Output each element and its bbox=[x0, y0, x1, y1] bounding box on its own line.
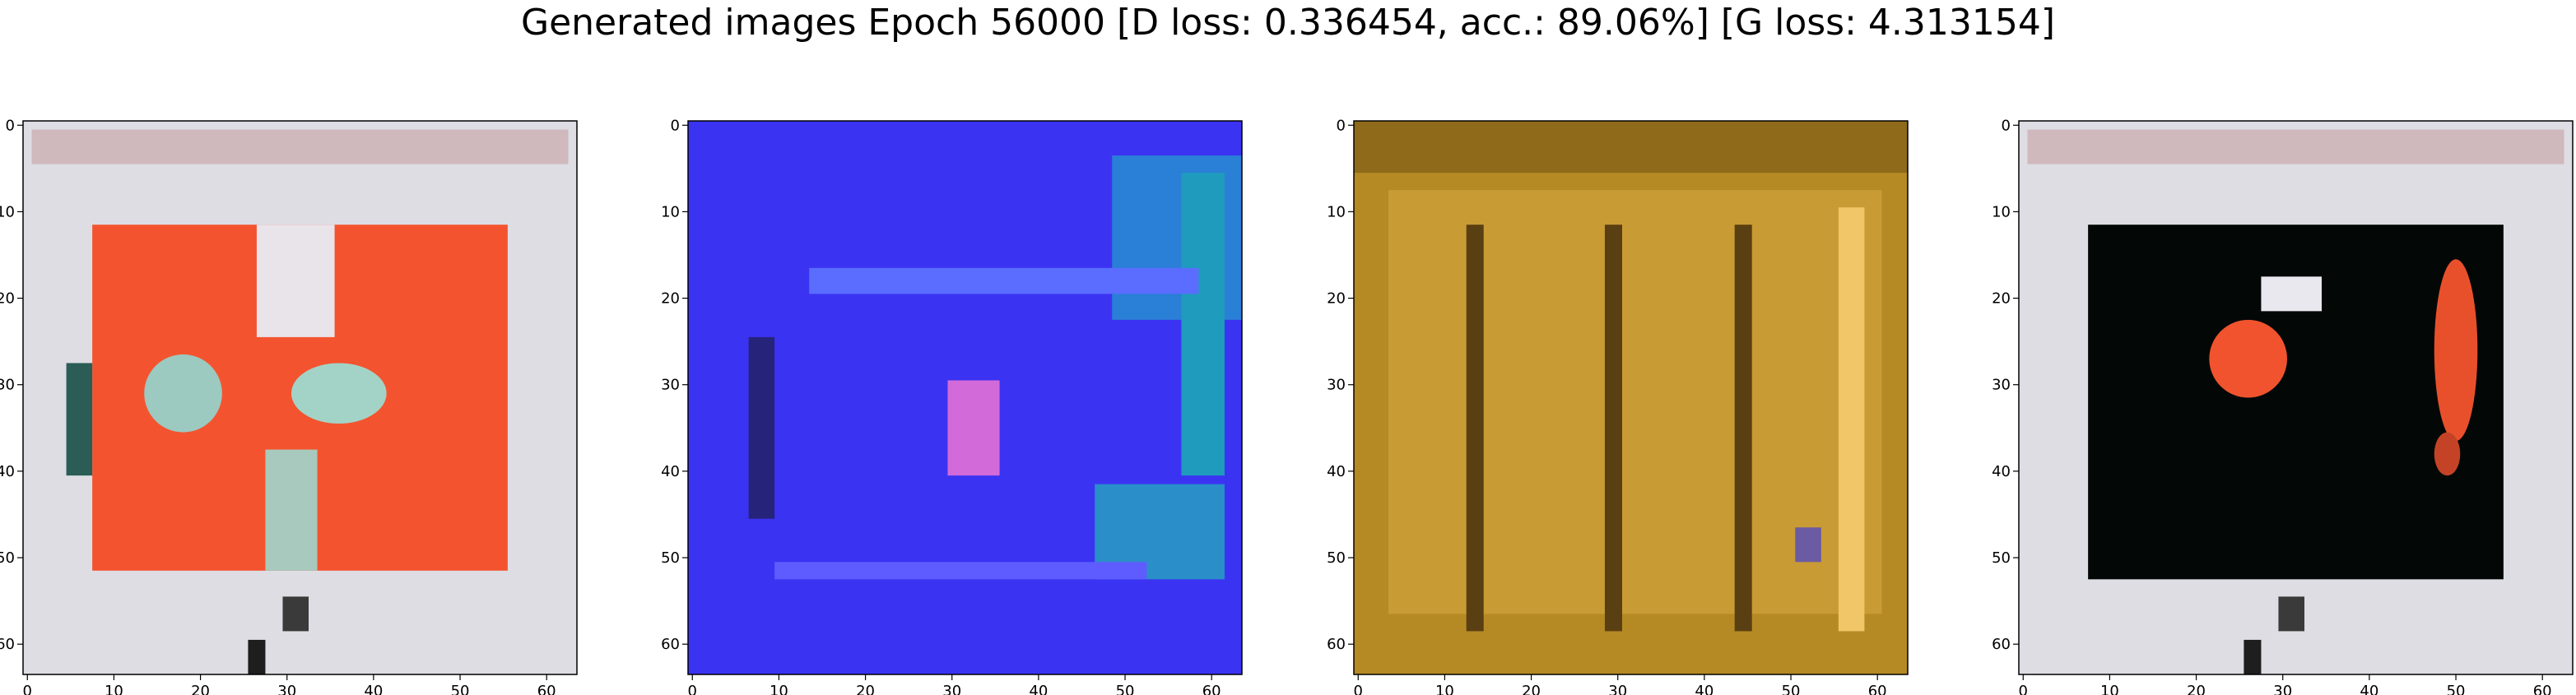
x-tick-label: 20 bbox=[191, 683, 210, 695]
y-tick-label: 20 bbox=[1992, 290, 2011, 308]
x-tick-label: 50 bbox=[2447, 683, 2466, 695]
image-region bbox=[809, 267, 1199, 294]
axes-frame bbox=[22, 120, 578, 675]
y-tick-label: 60 bbox=[1327, 636, 1346, 653]
image-content bbox=[23, 121, 577, 674]
axes-frame bbox=[1353, 120, 1909, 675]
image-content bbox=[2019, 121, 2573, 674]
y-tick-label: 10 bbox=[1992, 203, 2011, 220]
x-tick-label: 30 bbox=[277, 683, 296, 695]
y-tick-label: 40 bbox=[1992, 463, 2011, 480]
image-region bbox=[2261, 276, 2323, 312]
image-region bbox=[282, 596, 309, 632]
image-region bbox=[291, 363, 387, 424]
image-panel-1: 0 10 20 30 40 50 60 0 10 20 30 40 50 60 bbox=[0, 117, 578, 695]
x-tick-label: 30 bbox=[1608, 683, 1627, 695]
image-region bbox=[2278, 596, 2305, 632]
x-tick-label: 50 bbox=[1782, 683, 1801, 695]
y-tick-label: 50 bbox=[661, 549, 680, 567]
y-tick-label: 50 bbox=[1327, 549, 1346, 567]
y-tick-label: 40 bbox=[1327, 463, 1346, 480]
x-tick-label: 20 bbox=[1522, 683, 1541, 695]
x-tick-label: 0 bbox=[688, 683, 697, 695]
axes-frame bbox=[687, 120, 1243, 675]
x-tick-label: 60 bbox=[2533, 683, 2552, 695]
y-tick-label: 0 bbox=[671, 117, 680, 134]
y-tick-label: 0 bbox=[2002, 117, 2011, 134]
x-tick-label: 40 bbox=[364, 683, 383, 695]
x-tick-label: 0 bbox=[2019, 683, 2028, 695]
image-panel-4: 0 10 20 30 40 50 60 0 10 20 30 40 50 60 bbox=[1992, 117, 2574, 695]
x-tick-label: 60 bbox=[537, 683, 556, 695]
image-region bbox=[31, 129, 569, 164]
image-content bbox=[1354, 121, 1908, 674]
x-tick-label: 50 bbox=[1116, 683, 1135, 695]
image-region bbox=[2027, 129, 2564, 164]
x-tick-label: 20 bbox=[856, 683, 875, 695]
y-tick-label: 20 bbox=[661, 290, 680, 308]
y-tick-label: 30 bbox=[1327, 377, 1346, 394]
image-region bbox=[1838, 207, 1865, 632]
axes-frame bbox=[2018, 120, 2574, 675]
image-region bbox=[2434, 432, 2461, 476]
y-tick-label: 30 bbox=[661, 377, 680, 394]
x-tick-label: 0 bbox=[23, 683, 32, 695]
image-region bbox=[2244, 639, 2262, 674]
y-tick-label: 0 bbox=[6, 117, 15, 134]
image-region bbox=[66, 363, 93, 476]
image-region bbox=[774, 562, 1147, 580]
image-region bbox=[748, 336, 775, 519]
image-region bbox=[1795, 527, 1821, 563]
y-tick-label: 60 bbox=[661, 636, 680, 653]
image-region bbox=[1734, 225, 1752, 632]
y-tick-label: 20 bbox=[1327, 290, 1346, 308]
x-tick-label: 60 bbox=[1202, 683, 1221, 695]
x-tick-label: 10 bbox=[105, 683, 123, 695]
image-panel-2: 0 10 20 30 40 50 60 0 10 20 30 40 50 60 bbox=[661, 117, 1243, 695]
x-tick-label: 10 bbox=[1435, 683, 1454, 695]
image-region bbox=[1604, 225, 1622, 632]
y-tick-label: 40 bbox=[0, 463, 15, 480]
image-region bbox=[2209, 319, 2287, 398]
y-tick-label: 0 bbox=[1337, 117, 1346, 134]
image-panel-3: 0 10 20 30 40 50 60 0 10 20 30 40 50 60 bbox=[1327, 117, 1909, 695]
image-region bbox=[1181, 173, 1225, 476]
x-tick-label: 0 bbox=[1354, 683, 1363, 695]
image-region bbox=[1466, 225, 1484, 632]
image-region bbox=[265, 449, 318, 571]
y-tick-label: 40 bbox=[661, 463, 680, 480]
y-tick-label: 50 bbox=[0, 549, 15, 567]
x-tick-label: 40 bbox=[1029, 683, 1048, 695]
y-tick-label: 60 bbox=[0, 636, 15, 653]
image-region bbox=[947, 380, 1000, 476]
image-region bbox=[248, 639, 266, 674]
x-tick-label: 50 bbox=[451, 683, 470, 695]
y-tick-label: 30 bbox=[0, 377, 15, 394]
image-region bbox=[256, 225, 335, 337]
x-tick-label: 60 bbox=[1868, 683, 1887, 695]
y-tick-label: 20 bbox=[0, 290, 15, 308]
x-tick-label: 30 bbox=[942, 683, 961, 695]
x-tick-label: 40 bbox=[1695, 683, 1713, 695]
x-tick-label: 40 bbox=[2360, 683, 2378, 695]
x-tick-label: 10 bbox=[770, 683, 788, 695]
x-tick-label: 30 bbox=[2273, 683, 2292, 695]
figure-title: Generated images Epoch 56000 [D loss: 0.… bbox=[520, 2, 2056, 44]
y-tick-label: 10 bbox=[0, 203, 15, 220]
image-content bbox=[688, 121, 1242, 674]
image-region bbox=[1354, 121, 1908, 174]
y-tick-label: 30 bbox=[1992, 377, 2011, 394]
x-tick-label: 20 bbox=[2187, 683, 2206, 695]
x-tick-label: 10 bbox=[2100, 683, 2119, 695]
image-region bbox=[2434, 259, 2478, 442]
y-tick-label: 60 bbox=[1992, 636, 2011, 653]
image-region bbox=[144, 354, 222, 433]
y-tick-label: 10 bbox=[1327, 203, 1346, 220]
y-tick-label: 50 bbox=[1992, 549, 2011, 567]
y-tick-label: 10 bbox=[661, 203, 680, 220]
